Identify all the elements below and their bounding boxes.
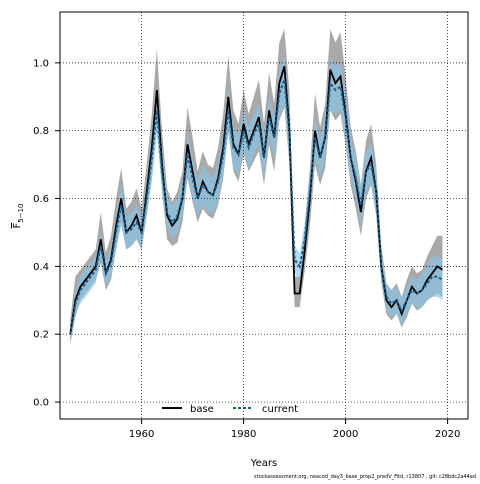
x-axis: 1960 1980 2000 2020 (129, 419, 460, 440)
x-tick-label-1960: 1960 (129, 429, 154, 440)
y-tick-label-5: 1.0 (33, 58, 49, 69)
y-axis-title-main: F (12, 223, 23, 229)
series-lines (69, 66, 444, 335)
legend-label-base: base (190, 404, 214, 415)
y-tick-label-0: 0.0 (33, 398, 49, 409)
grid-lines (60, 12, 468, 419)
y-tick-label-3: 0.6 (33, 194, 49, 205)
line-current (69, 79, 444, 335)
legend-label-current: current (262, 404, 298, 415)
band-current (70, 56, 443, 341)
x-tick-label-2020: 2020 (435, 429, 460, 440)
x-tick-label-1980: 1980 (231, 429, 256, 440)
legend: base current (162, 404, 298, 415)
x-axis-title: Years (250, 458, 277, 469)
y-axis-title: F5−10 (12, 204, 25, 229)
confidence-bands (70, 29, 443, 345)
y-tick-label-4: 0.8 (33, 126, 49, 137)
y-axis-title-sub: 5−10 (17, 204, 25, 223)
y-tick-label-1: 0.2 (33, 330, 49, 341)
plot-frame (59, 11, 469, 420)
footer-note: stockassessment.org, neacod_day3_base_pr… (254, 474, 476, 480)
y-axis: 0.0 0.2 0.4 0.6 0.8 1.0 (33, 58, 60, 409)
y-tick-label-2: 0.4 (33, 262, 49, 273)
x-tick-label-2000: 2000 (333, 429, 358, 440)
